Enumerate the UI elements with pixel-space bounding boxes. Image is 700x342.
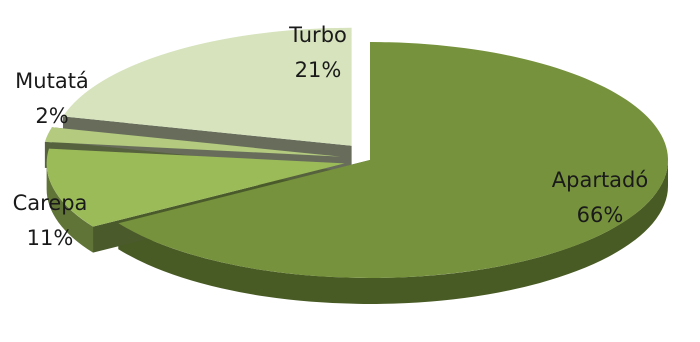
slice-mutata [44,127,341,157]
slice-label-value: 21% [295,58,342,82]
slice-carepa [46,148,345,227]
slice-rim [118,160,669,304]
slice-label-name: Mutatá [15,69,89,93]
slice-labels: Apartadó 66% Carepa 11% Mutatá 2% Turbo 21% [13,23,649,250]
slice-label-name: Carepa [13,191,88,215]
slice-turbo [62,27,352,146]
slice-label-name: Turbo [288,23,347,47]
slice-tops [44,27,669,278]
slice-label-value: 11% [27,226,74,250]
slice-label-value: 2% [35,104,68,128]
slice-label-name: Apartadó [552,168,648,192]
slice-label-value: 66% [577,203,624,227]
slice-apartado [118,42,669,278]
slice-rim [46,163,94,253]
